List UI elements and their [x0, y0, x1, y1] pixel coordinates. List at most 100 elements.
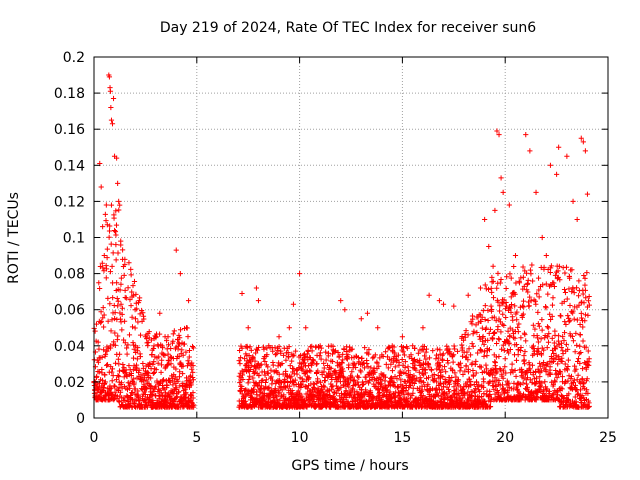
roti-point: [578, 349, 584, 356]
roti-point: [111, 397, 117, 403]
roti-point: [355, 354, 361, 361]
roti-point: [344, 356, 351, 362]
roti-point: [420, 379, 427, 385]
roti-point: [423, 356, 429, 362]
roti-point: [115, 356, 121, 362]
roti-point: [409, 392, 415, 399]
roti-point: [105, 318, 111, 324]
roti-point: [508, 301, 515, 308]
roti-point: [487, 379, 493, 385]
roti-point: [341, 374, 347, 380]
roti-point: [527, 294, 533, 300]
roti-point: [508, 275, 514, 281]
roti-point: [274, 396, 280, 402]
roti-point: [118, 238, 124, 244]
roti-point: [183, 389, 189, 396]
roti-point: [445, 360, 451, 366]
roti-point: [248, 394, 255, 400]
roti-point: [116, 399, 123, 405]
roti-point: [395, 352, 401, 358]
roti-point: [396, 360, 402, 366]
roti-point: [115, 180, 121, 186]
roti-point: [190, 390, 196, 396]
roti-point: [490, 336, 496, 342]
roti-point: [394, 376, 400, 382]
roti-point: [116, 368, 123, 374]
roti-point: [283, 368, 289, 374]
roti-point: [532, 326, 538, 332]
roti-point: [340, 351, 346, 358]
roti-point: [119, 305, 126, 311]
roti-point: [518, 275, 524, 281]
roti-point: [462, 390, 468, 397]
roti-point: [361, 365, 368, 371]
roti-point: [130, 367, 136, 373]
roti-point: [258, 383, 264, 389]
roti-point: [115, 372, 121, 379]
roti-point: [506, 202, 512, 208]
roti-point: [452, 370, 458, 376]
roti-point: [148, 337, 155, 343]
roti-point: [572, 349, 578, 355]
roti-point: [314, 361, 320, 367]
y-tick-label: 0.14: [54, 158, 85, 174]
roti-point: [494, 285, 500, 291]
roti-point: [558, 340, 565, 346]
roti-point: [318, 356, 324, 362]
roti-point: [103, 266, 110, 272]
roti-point: [379, 352, 385, 358]
roti-point: [389, 376, 395, 382]
roti-point: [173, 366, 179, 372]
roti-point: [132, 307, 138, 313]
roti-point: [290, 301, 297, 307]
roti-point: [147, 360, 153, 366]
roti-point: [522, 349, 528, 355]
roti-point: [503, 314, 509, 321]
roti-point: [109, 121, 116, 127]
roti-point: [510, 317, 516, 323]
roti-point: [116, 361, 122, 367]
roti-point: [408, 352, 414, 358]
roti-point: [565, 312, 571, 319]
roti-point: [254, 347, 261, 353]
roti-point: [532, 369, 539, 375]
roti-point: [529, 362, 536, 368]
roti-point: [126, 363, 132, 369]
roti-point: [447, 378, 453, 384]
roti-point: [547, 269, 553, 276]
roti-point: [358, 316, 364, 322]
roti-point: [362, 344, 368, 351]
roti-point: [149, 351, 155, 358]
roti-point: [102, 351, 109, 357]
roti-point: [405, 391, 411, 398]
roti-point: [547, 371, 553, 378]
roti-point: [374, 360, 380, 366]
roti-point: [238, 355, 244, 361]
roti-point: [477, 388, 483, 395]
roti-point: [240, 376, 246, 383]
roti-point: [383, 349, 389, 355]
roti-point: [150, 345, 157, 352]
roti-point: [506, 341, 512, 347]
roti-point: [276, 334, 282, 340]
roti-point: [574, 317, 580, 323]
roti-point: [100, 224, 106, 230]
roti-point: [565, 363, 571, 370]
roti-point: [356, 374, 362, 381]
roti-point: [418, 362, 424, 369]
roti-point: [519, 314, 525, 321]
roti-point: [330, 343, 336, 349]
roti-point: [348, 347, 354, 353]
roti-point: [577, 321, 583, 328]
roti-point: [311, 381, 317, 387]
roti-point: [574, 392, 581, 398]
roti-point: [294, 371, 300, 377]
roti-point: [584, 387, 590, 393]
roti-point: [531, 345, 537, 352]
roti-point: [176, 332, 182, 338]
roti-point: [508, 294, 514, 300]
roti-point: [423, 346, 430, 352]
roti-point: [136, 298, 142, 304]
roti-point: [551, 340, 557, 346]
roti-point: [485, 307, 491, 314]
